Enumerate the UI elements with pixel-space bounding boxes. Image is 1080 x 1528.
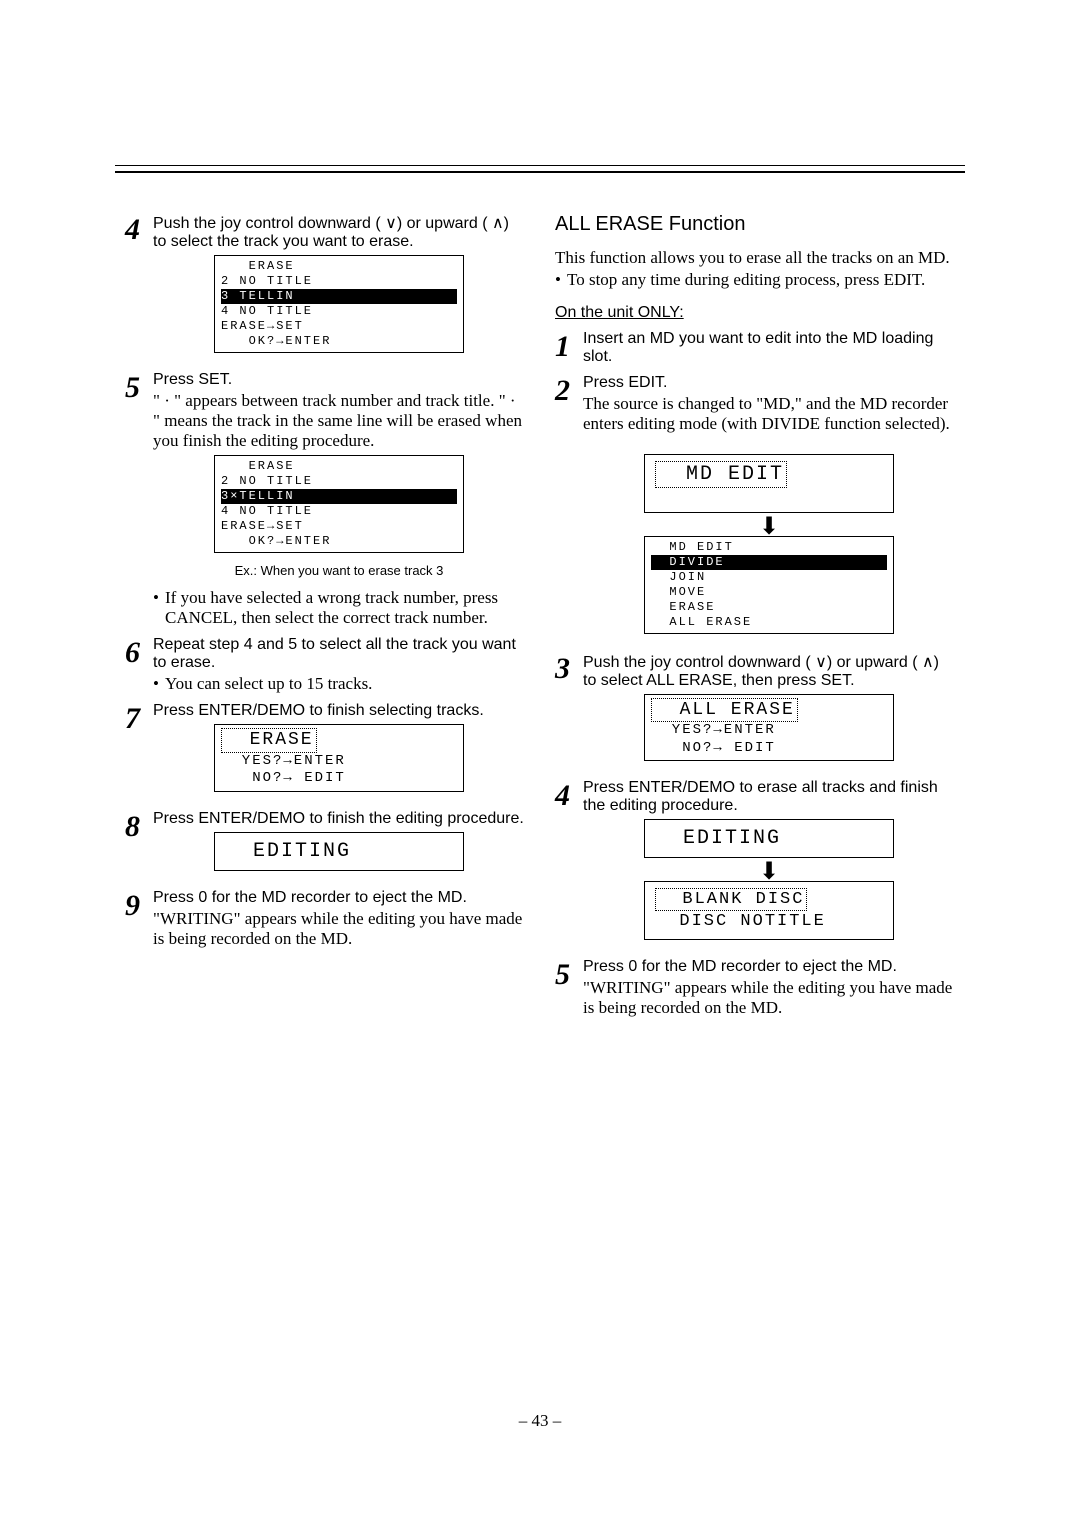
- step-number: 7: [125, 702, 153, 802]
- lcd-display: ERASE YES?→ENTER NO?→ EDIT: [214, 724, 464, 792]
- step-lead: Push the joy control downward ( ∨) or up…: [583, 652, 955, 690]
- lcd-row: DISC NOTITLE: [655, 911, 883, 932]
- lcd-row: ERASE: [651, 600, 887, 615]
- step-4: 4 Press ENTER/DEMO to erase all tracks a…: [555, 779, 955, 949]
- step-number: 2: [555, 374, 583, 644]
- lcd-row: BLANK DISC: [655, 888, 807, 911]
- lcd-row: 4 NO TITLE: [221, 304, 457, 319]
- step-number: 1: [555, 330, 583, 366]
- lcd-row-highlighted: DIVIDE: [651, 555, 887, 570]
- lcd-row: ERASE→SET: [221, 519, 457, 534]
- lcd-row: 2 NO TITLE: [221, 274, 457, 289]
- bullet-text: To stop any time during editing process,…: [555, 270, 955, 290]
- left-column: 4 Push the joy control downward ( ∨) or …: [125, 213, 525, 1026]
- step-lead: Insert an MD you want to edit into the M…: [583, 330, 955, 366]
- step-lead: Press ENTER/DEMO to finish the editing p…: [153, 810, 525, 828]
- lcd-row: MD EDIT: [651, 540, 887, 555]
- step-lead: Press EDIT.: [583, 374, 955, 392]
- arrow-down-icon: ⬇: [583, 864, 955, 881]
- lcd-row: EDITING: [225, 839, 453, 864]
- step-number: 4: [555, 779, 583, 949]
- page-number: – 43 –: [125, 1411, 955, 1431]
- manual-page: 4 Push the joy control downward ( ∨) or …: [125, 0, 955, 1026]
- step-text: The source is changed to "MD," and the M…: [583, 394, 955, 434]
- lcd-display: ERASE 2 NO TITLE 3×TELLIN 4 NO TITLE ERA…: [214, 455, 464, 553]
- bullet-text: You can select up to 15 tracks.: [153, 674, 525, 694]
- lcd-display: BLANK DISC DISC NOTITLE: [644, 881, 894, 940]
- lcd-row: OK?→ENTER: [221, 534, 457, 549]
- step-lead: Press ENTER/DEMO to finish selecting tra…: [153, 702, 525, 720]
- lcd-row: ERASE: [221, 728, 317, 753]
- section-heading: ALL ERASE Function: [555, 213, 955, 236]
- step-5: 5 Press 0 for the MD recorder to eject t…: [555, 958, 955, 1018]
- lcd-row: ERASE→SET: [221, 319, 457, 334]
- step-lead: Repeat step 4 and 5 to select all the tr…: [153, 636, 525, 672]
- lcd-row: ALL ERASE: [651, 615, 887, 630]
- lcd-row: YES?→ENTER: [221, 753, 457, 771]
- step-number: 9: [125, 889, 153, 949]
- lcd-row-highlighted: 3 TELLIN: [221, 289, 457, 304]
- step-7: 7 Press ENTER/DEMO to finish selecting t…: [125, 702, 525, 802]
- lcd-row: NO?→ EDIT: [651, 740, 887, 758]
- lcd-row: ERASE: [221, 259, 457, 274]
- lcd-row: ALL ERASE: [651, 698, 798, 723]
- step-text: "WRITING" appears while the editing you …: [583, 978, 955, 1018]
- lcd-display: ERASE 2 NO TITLE 3 TELLIN 4 NO TITLE ERA…: [214, 255, 464, 353]
- lcd-caption: Ex.: When you want to erase track 3: [153, 563, 525, 578]
- lcd-row: 4 NO TITLE: [221, 504, 457, 519]
- step-number: 8: [125, 810, 153, 881]
- step-4: 4 Push the joy control downward ( ∨) or …: [125, 213, 525, 363]
- lcd-row: JOIN: [651, 570, 887, 585]
- lcd-row: [655, 488, 883, 506]
- intro-text: This function allows you to erase all th…: [555, 248, 955, 268]
- lcd-row: OK?→ENTER: [221, 334, 457, 349]
- lcd-row: 2 NO TITLE: [221, 474, 457, 489]
- on-unit-label: On the unit ONLY:: [555, 304, 955, 322]
- lcd-display: MD EDIT: [644, 454, 894, 513]
- step-text: " · " appears between track number and t…: [153, 391, 525, 451]
- lcd-row: MOVE: [651, 585, 887, 600]
- two-column-layout: 4 Push the joy control downward ( ∨) or …: [125, 213, 955, 1026]
- lcd-display: EDITING: [644, 819, 894, 858]
- step-9: 9 Press 0 for the MD recorder to eject t…: [125, 889, 525, 949]
- step-number: 6: [125, 636, 153, 694]
- bullet-text: If you have selected a wrong track numbe…: [153, 588, 525, 628]
- step-3: 3 Push the joy control downward ( ∨) or …: [555, 652, 955, 772]
- lcd-row: YES?→ENTER: [651, 722, 887, 740]
- lcd-display: MD EDIT DIVIDE JOIN MOVE ERASE ALL ERASE: [644, 536, 894, 634]
- step-number: 3: [555, 652, 583, 772]
- step-2: 2 Press EDIT. The source is changed to "…: [555, 374, 955, 644]
- step-text: "WRITING" appears while the editing you …: [153, 909, 525, 949]
- step-8: 8 Press ENTER/DEMO to finish the editing…: [125, 810, 525, 881]
- step-lead: Press 0 for the MD recorder to eject the…: [583, 958, 955, 976]
- step-1: 1 Insert an MD you want to edit into the…: [555, 330, 955, 366]
- lcd-display: EDITING: [214, 832, 464, 871]
- step-lead: Press ENTER/DEMO to erase all tracks and…: [583, 779, 955, 815]
- step-number: 4: [125, 213, 153, 363]
- step-lead: Press SET.: [153, 371, 525, 389]
- lcd-row: ERASE: [221, 459, 457, 474]
- arrow-down-icon: ⬇: [583, 519, 955, 536]
- lcd-display: ALL ERASE YES?→ENTER NO?→ EDIT: [644, 694, 894, 762]
- lcd-row-highlighted: 3×TELLIN: [221, 489, 457, 504]
- step-lead: Push the joy control downward ( ∨) or up…: [153, 213, 525, 251]
- right-column: ALL ERASE Function This function allows …: [555, 213, 955, 1026]
- lcd-row: EDITING: [655, 826, 883, 851]
- step-lead: Press 0 for the MD recorder to eject the…: [153, 889, 525, 907]
- step-number: 5: [125, 371, 153, 628]
- step-number: 5: [555, 958, 583, 1018]
- step-5: 5 Press SET. " · " appears between track…: [125, 371, 525, 628]
- step-6: 6 Repeat step 4 and 5 to select all the …: [125, 636, 525, 694]
- lcd-row: MD EDIT: [655, 461, 787, 488]
- lcd-row: NO?→ EDIT: [221, 770, 457, 788]
